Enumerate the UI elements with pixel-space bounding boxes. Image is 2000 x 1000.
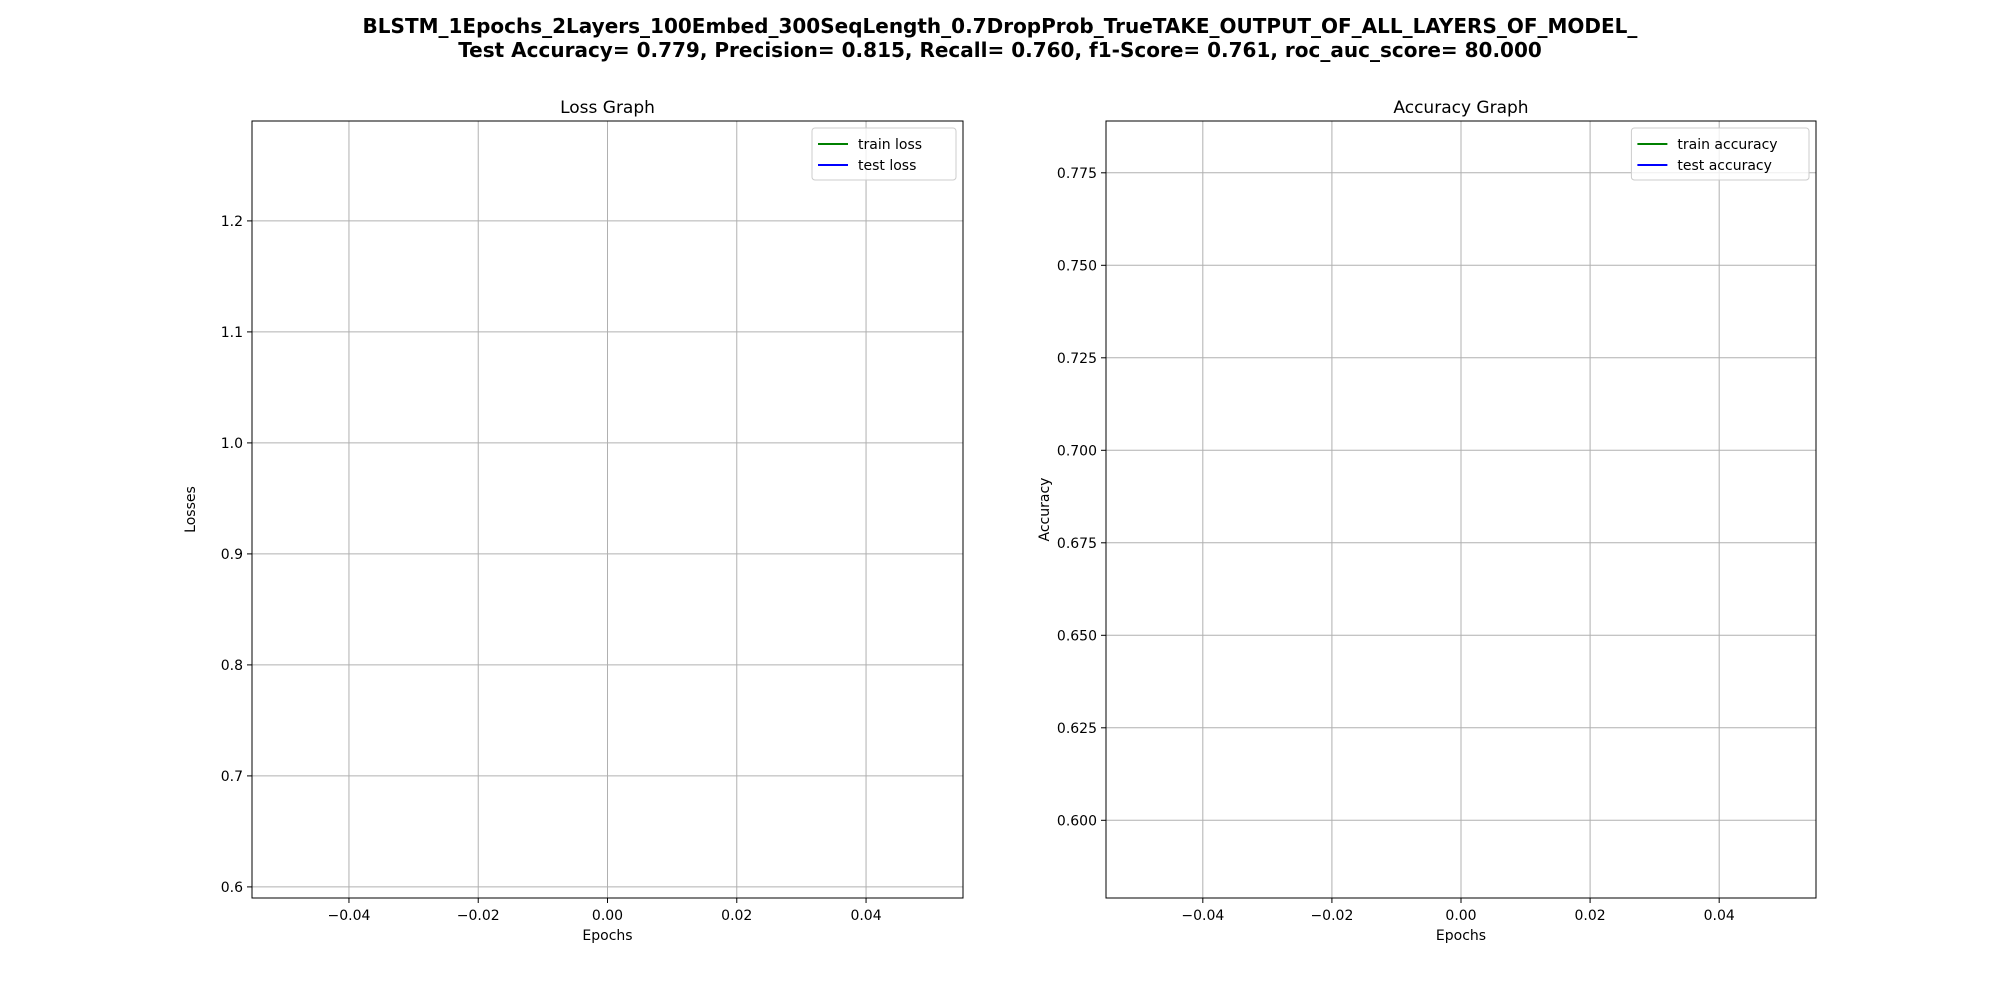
accuracy-x-tick-label: 0.02 [1575, 908, 1606, 924]
figure-title-line-1: BLSTM_1Epochs_2Layers_100Embed_300SeqLen… [362, 14, 1638, 38]
accuracy-y-tick-label: 0.725 [1057, 351, 1097, 367]
accuracy-x-tick-label: −0.04 [1181, 908, 1224, 924]
loss-legend-label-1: train loss [858, 137, 922, 153]
accuracy-y-tick-label: 0.600 [1057, 813, 1097, 829]
loss-y-tick-label: 1.1 [221, 325, 243, 341]
loss-chart: −0.04 −0.02 0.00 0.02 0.04 0.6 0.7 0.8 0.9 1.0 1.1… [183, 98, 964, 944]
accuracy-x-tick-label: −0.02 [1310, 908, 1353, 924]
accuracy-chart: −0.04 −0.02 0.00 0.02 0.04 0.600 0.625 0.650 0.6… [1037, 98, 1817, 944]
accuracy-y-tick-label: 0.775 [1057, 166, 1097, 182]
loss-y-tick-label: 0.8 [221, 658, 243, 674]
accuracy-y-tick-label: 0.750 [1057, 258, 1097, 274]
loss-axes-frame [251, 120, 964, 899]
loss-x-tick-label: 0.04 [850, 908, 881, 924]
accuracy-legend-box [1630, 127, 1810, 181]
accuracy-x-axis-label: Epochs [1436, 928, 1486, 944]
accuracy-x-tick-label: 0.00 [1445, 908, 1476, 924]
loss-x-tick-label: 0.00 [592, 908, 623, 924]
accuracy-y-axis-label: Accuracy [1037, 478, 1053, 542]
accuracy-axes-frame [1105, 120, 1817, 899]
accuracy-y-tick-label: 0.700 [1057, 443, 1097, 459]
accuracy-legend-label-1: train accuracy [1677, 137, 1777, 153]
loss-legend-box [811, 127, 957, 181]
loss-y-tick-label: 1.0 [221, 436, 243, 452]
accuracy-legend-label-2: test accuracy [1677, 158, 1772, 174]
loss-y-tick-label: 0.7 [221, 769, 243, 785]
loss-y-tick-label: 1.2 [221, 214, 243, 230]
loss-y-tick-label: 0.6 [221, 880, 243, 896]
loss-x-tick-label: 0.02 [721, 908, 752, 924]
accuracy-x-tick-label: 0.04 [1704, 908, 1735, 924]
loss-y-axis-label: Losses [183, 486, 199, 533]
loss-y-tick-label: 0.9 [221, 547, 243, 563]
loss-x-tick-label: −0.02 [457, 908, 500, 924]
loss-x-axis-label: Epochs [582, 928, 632, 944]
accuracy-chart-title: Accuracy Graph [1393, 98, 1528, 118]
accuracy-y-tick-label: 0.625 [1057, 721, 1097, 737]
accuracy-y-tick-label: 0.650 [1057, 628, 1097, 644]
accuracy-y-tick-label: 0.675 [1057, 536, 1097, 552]
loss-x-tick-label: −0.04 [328, 908, 371, 924]
loss-legend-label-2: test loss [858, 158, 916, 174]
loss-chart-title: Loss Graph [560, 98, 655, 118]
figure-title-line-2: Test Accuracy= 0.779, Precision= 0.815, … [458, 38, 1542, 62]
